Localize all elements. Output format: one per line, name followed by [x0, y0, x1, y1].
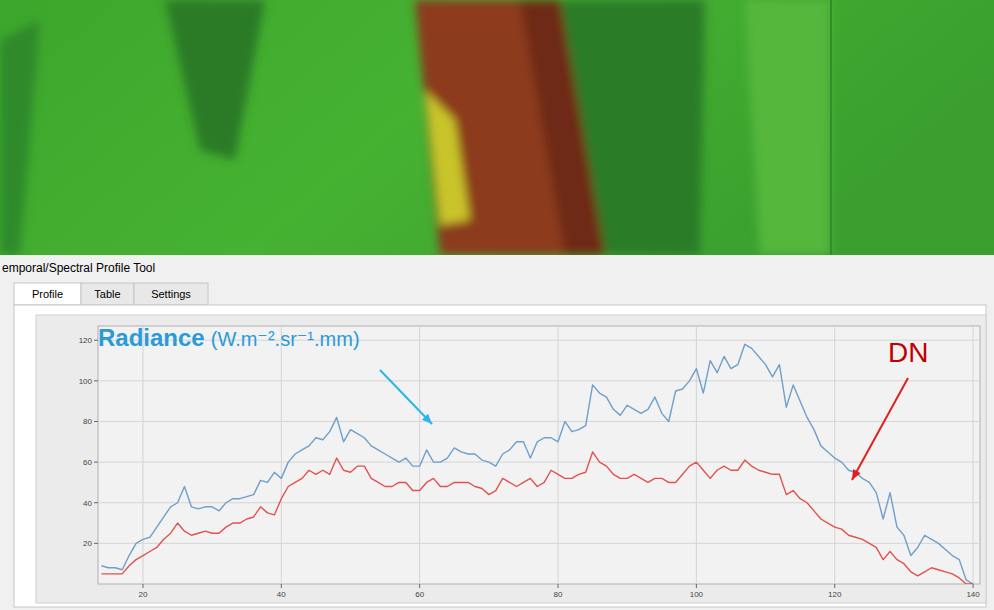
series-label: Radiance	[98, 324, 205, 351]
tick	[142, 584, 143, 588]
grid-line	[98, 421, 980, 422]
grid-line	[98, 543, 980, 544]
series-label: DN	[888, 337, 928, 368]
grid-line	[558, 326, 559, 584]
tab-label[interactable]: Profile	[32, 288, 63, 300]
radiance-arrow	[380, 370, 432, 424]
tick	[973, 584, 974, 588]
tab-label[interactable]: Table	[94, 288, 120, 300]
window-title: emporal/Spectral Profile Tool	[2, 261, 155, 275]
tick-label: 80	[83, 417, 92, 426]
tick-label: 120	[828, 590, 842, 599]
arrow-head	[852, 469, 861, 480]
light-band	[745, 0, 830, 255]
dark-edge	[0, 20, 40, 255]
grid-line	[973, 326, 974, 584]
arrow-line	[852, 378, 908, 480]
image-features	[0, 0, 830, 255]
tab[interactable]	[134, 283, 208, 305]
grid-line	[98, 462, 980, 463]
dn-arrow	[852, 378, 908, 480]
tick-label: 40	[83, 499, 92, 508]
arrow-head	[422, 414, 432, 424]
grid-line	[696, 326, 697, 584]
grid-line	[142, 326, 143, 584]
field-image	[0, 0, 994, 255]
tick	[834, 584, 835, 588]
grid-line	[834, 326, 835, 584]
grid-line	[98, 502, 980, 503]
tick-label: 120	[79, 336, 93, 345]
image-seam	[830, 0, 832, 255]
axes: 20 40 60 80 100 120 20 40 60 80 100 120 140	[79, 326, 981, 599]
tick	[94, 543, 98, 544]
tab-label[interactable]: Settings	[151, 288, 191, 300]
grid-line	[419, 326, 420, 584]
tick-label: 20	[83, 539, 92, 548]
image-ground	[0, 0, 994, 255]
tick	[696, 584, 697, 588]
tick	[94, 462, 98, 463]
red-band-dark	[520, 0, 605, 255]
annotation: (W.m⁻².sr⁻¹.mm)	[211, 328, 360, 350]
tick-label: 140	[966, 590, 980, 599]
series-line	[101, 344, 973, 584]
yellow-patch	[425, 90, 470, 225]
tick-label: 40	[277, 590, 286, 599]
series-line	[101, 452, 973, 584]
tick	[558, 584, 559, 588]
tick-label: 100	[79, 377, 93, 386]
tick	[94, 502, 98, 503]
tick-label: 80	[554, 590, 563, 599]
tick-label: 100	[690, 590, 704, 599]
tick-label: 60	[415, 590, 424, 599]
tab[interactable]	[14, 283, 81, 305]
tab-body	[14, 305, 986, 607]
page: emporal/Spectral Profile Tool Profile Tabl…	[0, 0, 994, 610]
plot-widget	[36, 315, 986, 603]
tick	[94, 421, 98, 422]
tick-label: 20	[139, 590, 148, 599]
arrow-line	[380, 370, 432, 424]
tick	[94, 380, 98, 381]
series-lines	[101, 344, 973, 584]
dark-wedge	[165, 0, 265, 160]
panel	[0, 255, 994, 610]
grid-line	[98, 380, 980, 381]
tick	[419, 584, 420, 588]
grid-line	[281, 326, 282, 584]
tick	[281, 584, 282, 588]
tab[interactable]	[81, 283, 134, 305]
plot-frame	[98, 326, 980, 584]
tick-label: 60	[83, 458, 92, 467]
